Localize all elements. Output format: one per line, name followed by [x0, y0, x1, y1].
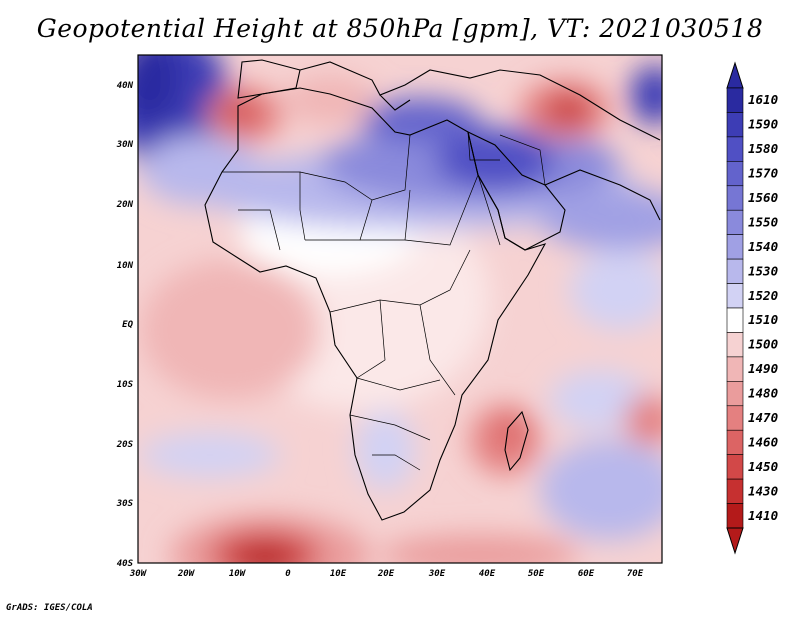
lat-label: 20N	[116, 200, 134, 210]
lon-label: 30E	[428, 569, 446, 579]
colorbar-label: 1470	[748, 410, 778, 425]
lon-label: 10W	[229, 569, 247, 579]
lat-label: 10N	[117, 261, 134, 271]
colorbar-swatch	[726, 454, 744, 480]
lat-axis: 40N 30N 20N 10N EQ 10S 20S 30S 40S	[116, 81, 134, 569]
lon-label: 10E	[330, 569, 347, 579]
colorbar-top-arrow	[726, 61, 744, 89]
colorbar-swatch	[726, 332, 744, 358]
lat-label: 30N	[116, 140, 134, 150]
colorbar-label: 1530	[748, 263, 778, 278]
colorbar-label: 1490	[748, 361, 778, 376]
credit-text: GrADS: IGES/COLA	[6, 603, 93, 613]
country-borders	[222, 131, 546, 471]
colorbar-swatch	[726, 381, 744, 407]
colorbar-swatch	[726, 503, 744, 529]
lon-label: 30W	[129, 569, 148, 579]
colorbar-swatch	[726, 356, 744, 382]
lon-label: 70E	[627, 569, 644, 579]
lat-label: 10S	[117, 380, 134, 390]
lat-label: EQ	[122, 320, 133, 330]
colorbar-swatch	[726, 209, 744, 235]
colorbar-bottom-arrow	[726, 527, 744, 555]
lon-label: 20W	[177, 569, 196, 579]
lat-label: 20S	[116, 440, 134, 450]
colorbar-label: 1590	[748, 117, 778, 132]
lat-label: 40S	[117, 559, 134, 569]
map-title: Geopotential Height at 850hPa [gpm], VT:…	[36, 14, 764, 43]
colorbar-label: 1560	[748, 190, 778, 205]
colorbar-swatch	[726, 307, 744, 333]
lon-label: 40E	[479, 569, 496, 579]
colorbar-swatch	[726, 112, 744, 138]
colorbar-swatch	[726, 258, 744, 284]
colorbar-swatch	[726, 478, 744, 504]
lat-label: 40N	[117, 81, 134, 91]
colorbar-swatch	[726, 283, 744, 309]
lon-axis: 30W 20W 10W 0 10E 20E 30E 40E 50E 60E 70…	[129, 569, 644, 579]
colorbar-swatch	[726, 185, 744, 211]
lon-label: 20E	[377, 569, 395, 579]
lon-label: 0	[285, 569, 291, 579]
colorbar-swatch	[726, 429, 744, 455]
colorbar-label: 1610	[748, 92, 778, 107]
colorbar-label: 1550	[748, 214, 778, 229]
colorbar-label: 1430	[748, 483, 778, 498]
colorbar-label: 1500	[748, 337, 778, 352]
colorbar-label: 1450	[748, 459, 778, 474]
map-frame	[137, 54, 663, 564]
lon-label: 50E	[528, 569, 545, 579]
colorbar-label: 1510	[748, 312, 778, 327]
colorbar-swatch	[726, 87, 744, 113]
colorbar-label: 1570	[748, 166, 778, 181]
colorbar-swatch	[726, 136, 744, 162]
colorbar-swatch	[726, 234, 744, 260]
colorbar: 1610 1590 1580 1570 1560 1550 1540 1530 1520 1510…	[726, 61, 778, 555]
colorbar-label: 1520	[748, 288, 778, 303]
colorbar-label: 1580	[748, 141, 778, 156]
colorbar-label: 1480	[748, 386, 778, 401]
coastlines	[204, 59, 661, 521]
lon-label: 60E	[578, 569, 595, 579]
colorbar-swatch	[726, 161, 744, 187]
colorbar-swatch	[726, 405, 744, 431]
colorbar-label: 1410	[748, 508, 778, 523]
colorbar-label: 1460	[748, 434, 778, 449]
lat-label: 30S	[116, 499, 134, 509]
colorbar-label: 1540	[748, 239, 778, 254]
